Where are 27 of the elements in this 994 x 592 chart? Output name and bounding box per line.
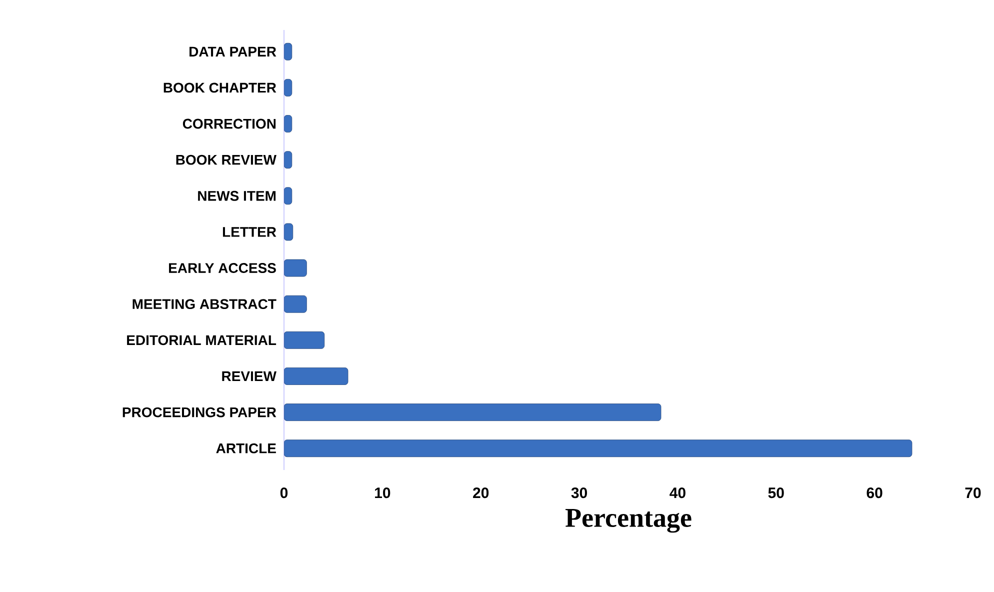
x-tick-label: 30 [571, 488, 587, 498]
bar [284, 404, 662, 421]
x-tick-label: 50 [768, 488, 784, 498]
y-tick-label: NEWS ITEM [198, 190, 276, 201]
bar [284, 331, 325, 349]
bar [284, 259, 307, 277]
y-tick-label: EARLY ACCESS [169, 263, 276, 273]
y-tick-label: DATA PAPER [190, 46, 276, 56]
x-tick-label: 70 [965, 488, 981, 498]
x-axis-title: Percentage [565, 509, 692, 533]
x-tick-label: 40 [670, 488, 686, 498]
y-tick-label: PROCEEDINGS PAPER [122, 407, 276, 418]
y-tick-label: LETTER [222, 227, 276, 237]
y-tick-label: CORRECTION [182, 118, 276, 129]
y-tick-label: ARTICLE [216, 443, 276, 454]
y-tick-label: MEETING ABSTRACT [132, 299, 276, 310]
bar [284, 295, 307, 313]
y-tick-label: BOOK CHAPTER [164, 82, 276, 93]
y-tick-label: BOOK REVIEW [176, 154, 276, 165]
y-tick-label: EDITORIAL MATERIAL [127, 335, 276, 346]
bar [284, 368, 348, 385]
x-tick-label: 20 [473, 488, 489, 498]
x-tick-label: 60 [866, 488, 882, 498]
x-tick-label: 10 [375, 488, 390, 498]
bar [284, 440, 912, 458]
y-tick-label: REVIEW [222, 371, 276, 382]
x-tick-label: 0 [280, 488, 288, 498]
